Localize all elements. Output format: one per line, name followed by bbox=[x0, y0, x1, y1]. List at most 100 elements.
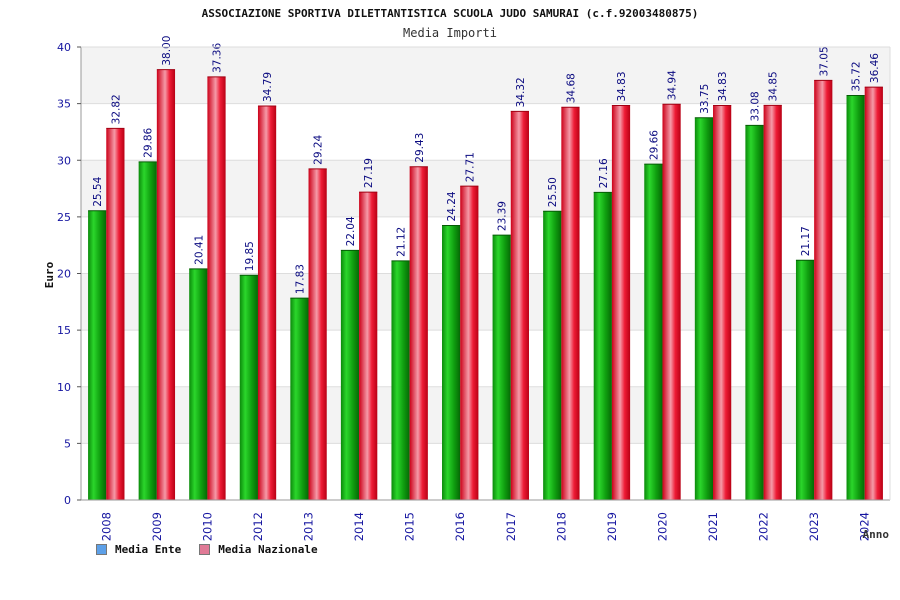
bar-value-label: 25.54 bbox=[92, 176, 104, 206]
x-tick-label: 2021 bbox=[706, 512, 720, 541]
bar-media-ente bbox=[189, 268, 208, 500]
bar-value-label: 27.71 bbox=[464, 152, 476, 182]
legend-swatch-ente bbox=[96, 544, 107, 555]
bar-value-label: 32.82 bbox=[110, 94, 122, 124]
y-tick-label: 5 bbox=[64, 437, 71, 450]
x-axis-label: Anno bbox=[863, 528, 890, 541]
x-tick-label: 2024 bbox=[858, 512, 872, 541]
bar-value-label: 34.83 bbox=[616, 71, 628, 101]
y-tick-label: 35 bbox=[57, 98, 71, 111]
bar-value-label: 21.17 bbox=[800, 226, 812, 256]
bar-value-label: 34.83 bbox=[717, 71, 729, 101]
bar-value-label: 34.79 bbox=[262, 72, 274, 102]
bar-value-label: 22.04 bbox=[345, 216, 357, 246]
bar-media-nazionale bbox=[814, 80, 833, 500]
bar-value-label: 27.19 bbox=[363, 158, 375, 188]
bar-media-nazionale bbox=[308, 168, 327, 500]
bar-media-ente bbox=[138, 161, 157, 500]
y-tick-label: 10 bbox=[57, 381, 71, 394]
bar-media-ente bbox=[846, 95, 865, 500]
bar-media-ente bbox=[239, 275, 258, 500]
x-tick-label: 2020 bbox=[655, 512, 669, 541]
legend-swatch-nazionale bbox=[199, 544, 211, 555]
x-tick-label: 2013 bbox=[302, 512, 316, 541]
bar-media-ente bbox=[795, 260, 815, 500]
bar-media-ente bbox=[593, 192, 612, 500]
y-tick-label: 0 bbox=[64, 494, 71, 507]
bar-media-ente bbox=[88, 210, 107, 500]
bar-value-label: 34.94 bbox=[667, 70, 679, 100]
x-tick-label: 2010 bbox=[200, 512, 214, 541]
x-tick-label: 2017 bbox=[504, 512, 518, 541]
bar-value-label: 24.24 bbox=[446, 191, 458, 221]
bar-media-nazionale bbox=[561, 107, 580, 501]
bar-value-label: 29.24 bbox=[313, 134, 325, 164]
bar-value-label: 23.39 bbox=[497, 201, 509, 231]
y-tick-label: 20 bbox=[57, 268, 71, 281]
bar-value-label: 29.43 bbox=[414, 133, 426, 163]
bar-value-label: 34.85 bbox=[768, 71, 780, 101]
x-tick-label: 2019 bbox=[605, 512, 619, 541]
bar-value-label: 29.66 bbox=[648, 130, 660, 160]
bar-media-nazionale bbox=[409, 166, 428, 500]
x-tick-label: 2018 bbox=[554, 512, 568, 541]
bar-media-ente bbox=[340, 250, 360, 500]
bar-value-label: 19.85 bbox=[244, 241, 256, 271]
x-tick-label: 2015 bbox=[403, 512, 417, 541]
bar-media-ente bbox=[492, 235, 511, 500]
chart-title: ASSOCIAZIONE SPORTIVA DILETTANTISTICA SC… bbox=[202, 7, 699, 20]
bar-value-label: 35.72 bbox=[851, 61, 863, 91]
bar-media-nazionale bbox=[713, 105, 732, 501]
bar-media-ente bbox=[745, 125, 764, 500]
bar-value-label: 17.83 bbox=[294, 264, 306, 294]
bar-media-nazionale bbox=[207, 76, 226, 500]
bar-media-nazionale bbox=[106, 128, 125, 500]
bar-media-ente bbox=[290, 298, 309, 500]
bar-media-ente bbox=[694, 117, 714, 500]
bar-media-nazionale bbox=[864, 87, 883, 500]
x-tick-label: 2016 bbox=[453, 512, 467, 541]
x-tick-label: 2014 bbox=[352, 512, 366, 541]
bar-media-nazionale bbox=[662, 104, 681, 500]
bar-media-ente bbox=[543, 211, 562, 500]
bar-value-label: 25.50 bbox=[547, 177, 559, 207]
legend-label-ente: Media Ente bbox=[115, 543, 182, 556]
chart-subtitle: Media Importi bbox=[403, 26, 497, 40]
bar-value-label: 38.00 bbox=[161, 36, 173, 66]
bar-media-nazionale bbox=[763, 105, 782, 500]
bar-media-nazionale bbox=[510, 111, 529, 501]
bar-media-ente bbox=[442, 225, 461, 500]
x-tick-label: 2023 bbox=[807, 512, 821, 541]
y-tick-label: 30 bbox=[57, 154, 71, 167]
legend-item-nazionale: Media Nazionale bbox=[199, 543, 318, 556]
bar-media-ente bbox=[391, 260, 410, 500]
bar-media-nazionale bbox=[460, 186, 479, 500]
legend: Media Ente Media Nazionale bbox=[96, 543, 318, 556]
legend-item-ente: Media Ente bbox=[96, 543, 181, 556]
bar-value-label: 20.41 bbox=[193, 235, 205, 265]
bar-value-label: 29.86 bbox=[143, 127, 155, 157]
x-tick-label: 2012 bbox=[251, 512, 265, 541]
y-tick-label: 25 bbox=[57, 211, 71, 224]
x-tick-label: 2022 bbox=[757, 512, 771, 541]
bar-value-label: 27.16 bbox=[598, 158, 610, 188]
bar-value-label: 21.12 bbox=[396, 227, 408, 257]
bar-value-label: 37.05 bbox=[818, 46, 830, 76]
x-tick-label: 2009 bbox=[150, 512, 164, 541]
bar-value-label: 33.75 bbox=[699, 84, 711, 114]
bar-value-label: 34.32 bbox=[515, 77, 527, 107]
bar-value-label: 33.08 bbox=[749, 91, 761, 121]
bar-value-label: 36.46 bbox=[869, 53, 881, 83]
legend-label-nazionale: Media Nazionale bbox=[218, 543, 318, 556]
y-axis-label: Euro bbox=[43, 261, 56, 288]
bar-media-nazionale bbox=[156, 69, 176, 501]
bar-media-nazionale bbox=[257, 106, 277, 501]
y-tick-label: 40 bbox=[57, 41, 71, 54]
y-tick-label: 15 bbox=[57, 324, 71, 337]
bar-media-ente bbox=[644, 164, 663, 500]
bar-value-label: 37.36 bbox=[212, 43, 224, 73]
bar-value-label: 34.68 bbox=[565, 73, 577, 103]
bar-media-nazionale bbox=[611, 105, 631, 501]
bar-media-nazionale bbox=[359, 192, 378, 501]
